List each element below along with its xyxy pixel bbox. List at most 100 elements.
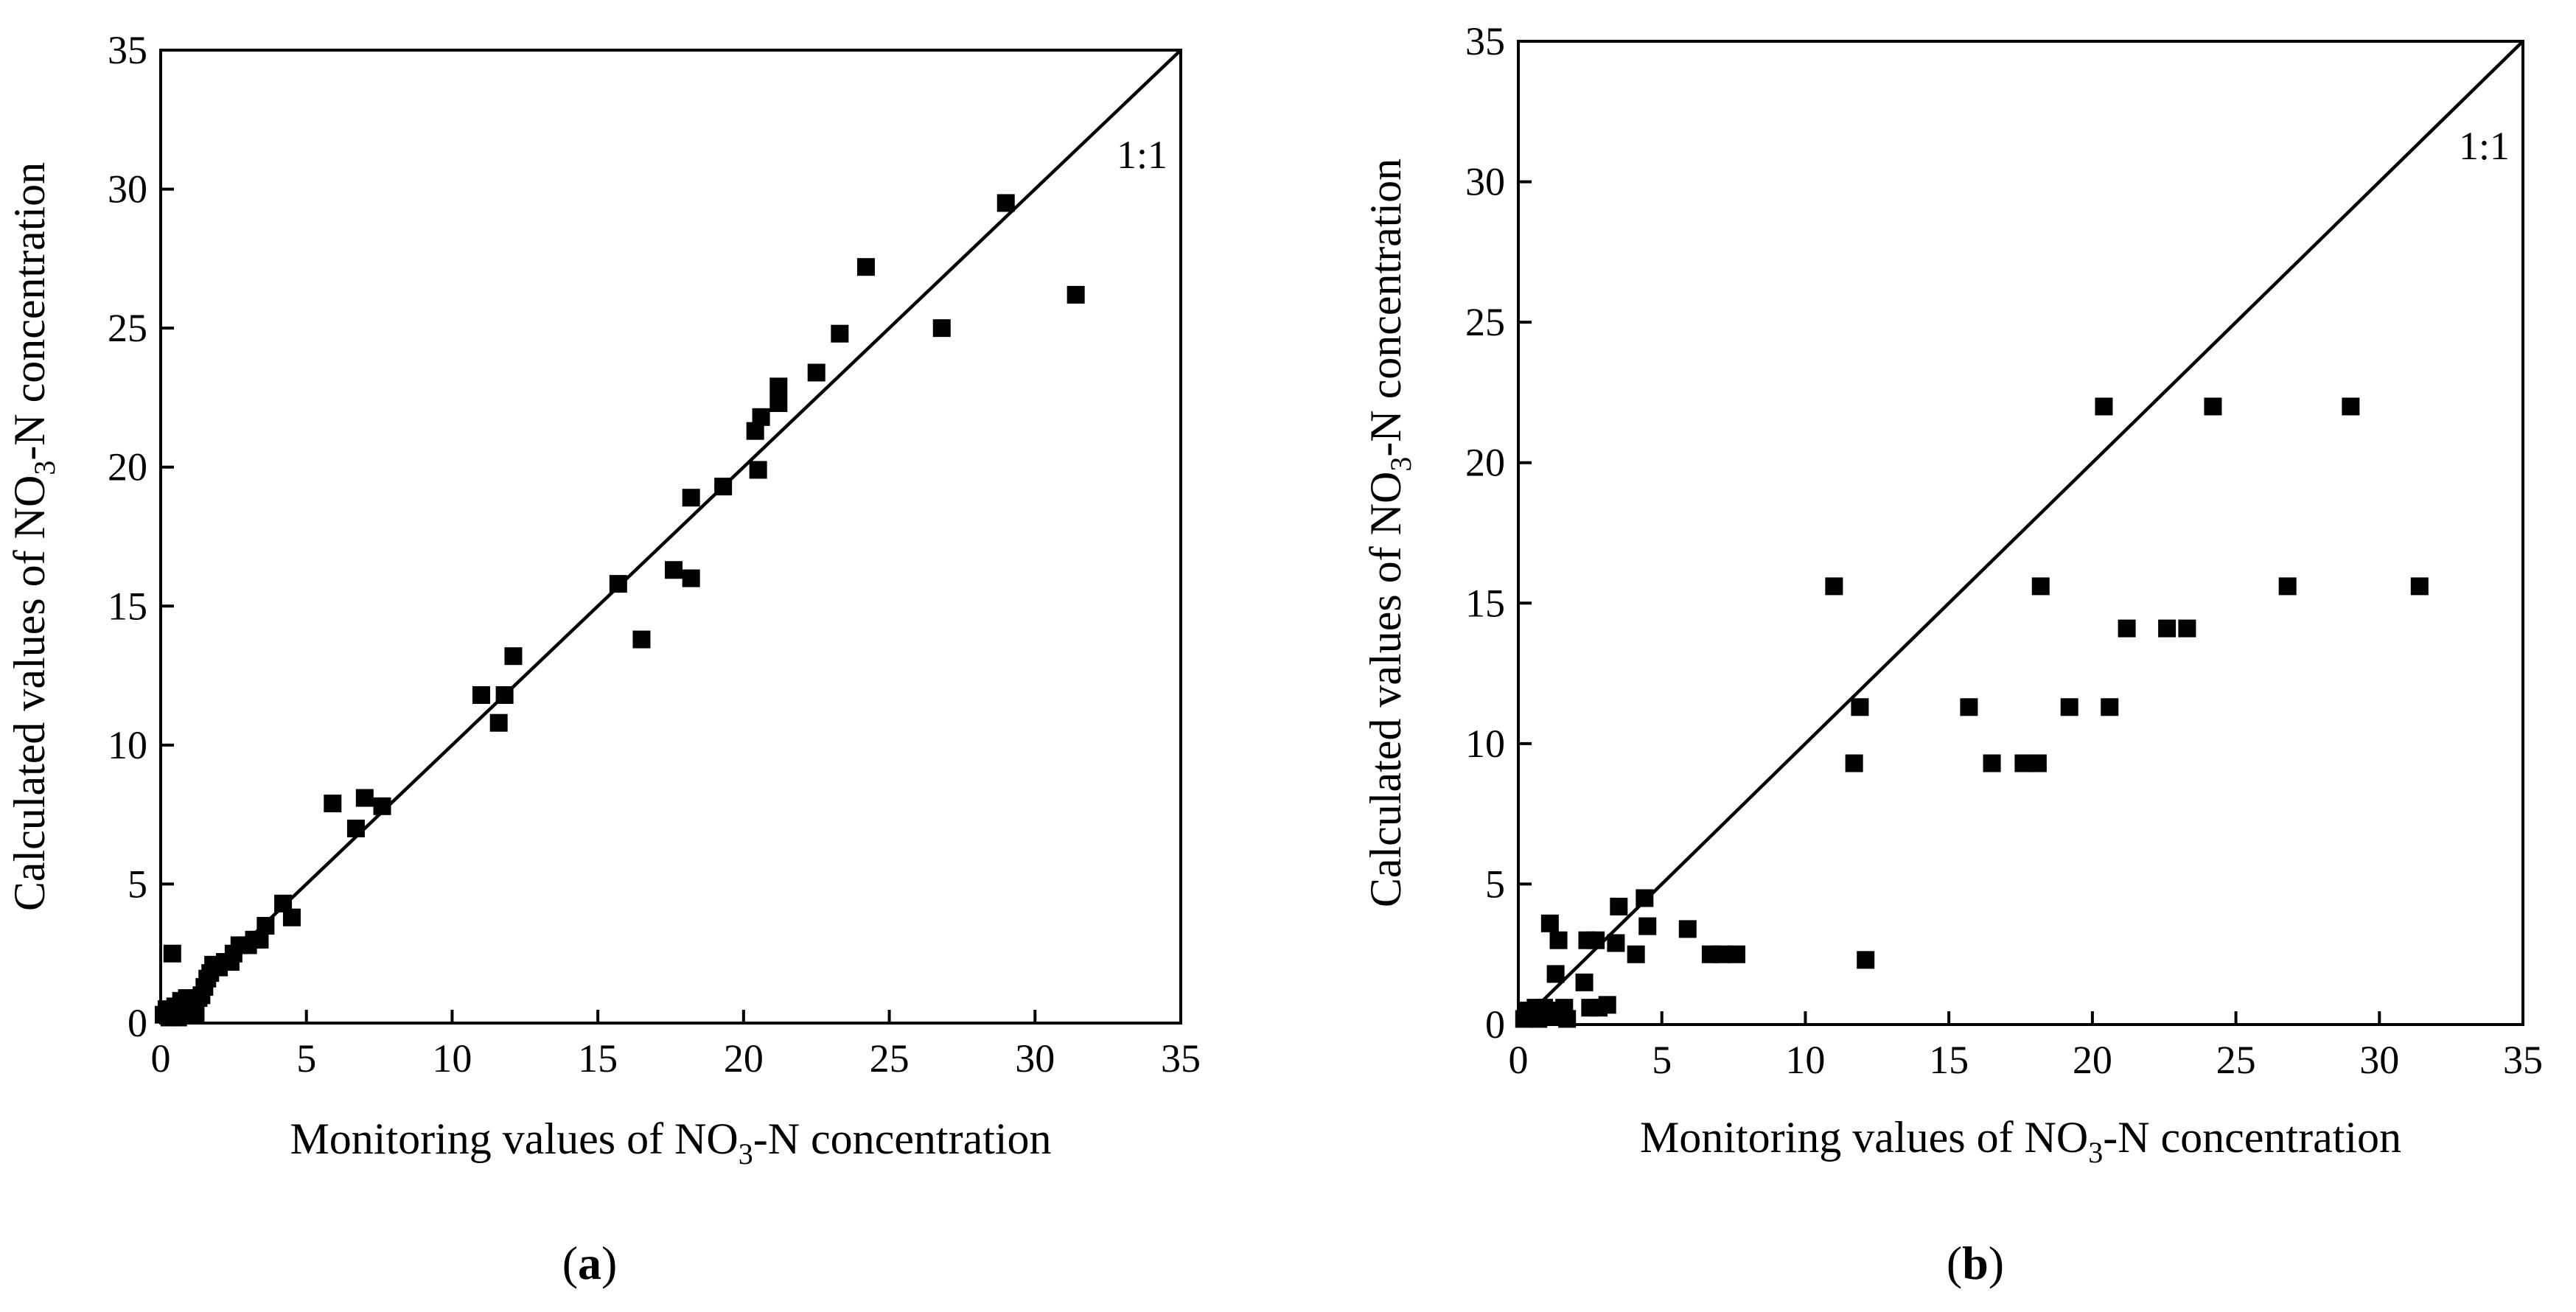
data-point [282,908,301,927]
data-point [472,685,490,704]
data-point [664,561,683,579]
y-tick-label: 30 [1465,160,1505,204]
y-tick-label: 5 [1485,862,1505,906]
data-point [856,258,875,276]
x-tick-label: 25 [2216,1038,2256,1082]
data-point [632,630,651,649]
panel-label: (a) [562,1237,618,1289]
y-tick-label: 25 [108,306,147,350]
data-point [1575,973,1594,991]
x-tick-label: 5 [1652,1038,1672,1082]
x-axis-title-subscript: 3 [739,1137,753,1170]
y-tick-label: 0 [128,1001,147,1045]
x-tick-label: 5 [296,1036,316,1081]
data-point [1845,754,1863,772]
data-point [1607,934,1625,952]
data-point [1636,889,1654,907]
chart-panel-b: 0 5 10 15 20 25 30 35 0 5 10 15 20 25 30 35 1:1 Monitorin… [1361,19,2543,1289]
data-point [1558,1010,1577,1028]
data-point [807,363,825,382]
data-point [1678,920,1697,938]
data-point [1540,914,1559,932]
data-point [2118,619,2136,638]
panel-label: (b) [1947,1237,2004,1289]
data-point [1546,965,1565,983]
data-point [1983,754,2001,772]
data-point [1627,945,1645,963]
data-point [186,1005,205,1024]
data-point [2410,577,2429,596]
x-tick-label: 30 [2359,1038,2399,1082]
y-axis-title-part-1: Calculated values of NO [5,475,54,911]
data-point [769,377,788,396]
data-point [932,319,951,338]
y-axis-title-part-3: -N concentration [1361,158,1410,457]
data-point [489,713,508,732]
data-point [2101,698,2119,716]
data-point [1960,698,1978,716]
data-point [504,647,523,666]
x-axis-title-subscript: 3 [2088,1136,2103,1169]
data-point [2031,577,2050,596]
panel-label-close-paren: ) [1989,1237,2004,1289]
data-point [1067,285,1085,304]
x-tick-label: 15 [578,1036,618,1081]
x-tick-label: 0 [1509,1038,1529,1082]
data-point [495,685,514,704]
y-tick-label: 10 [108,723,147,767]
data-point [1610,897,1628,915]
data-point [2204,397,2222,416]
y-tick-label: 5 [128,862,147,906]
data-point [2095,397,2113,416]
plot-frame [159,49,1182,1025]
y-tick-label: 35 [108,28,147,72]
data-point [769,394,788,412]
data-point [752,408,770,426]
data-point [2060,698,2078,716]
data-point [1727,945,1745,963]
data-point [324,795,342,813]
x-tick-label: 35 [1161,1036,1201,1081]
data-point [1587,931,1605,949]
y-tick-label: 35 [1465,19,1505,63]
data-point [1598,996,1616,1014]
data-point [256,917,275,935]
reference-line-label: 1:1 [2459,124,2510,168]
panel-label-letter: b [1962,1237,1989,1289]
data-point [2028,754,2047,772]
y-tick-label: 15 [1465,581,1505,625]
panel-label-open-paren: ( [1947,1237,1962,1289]
data-point [714,478,733,496]
x-axis-title-part-1: Monitoring values of NO [290,1114,738,1163]
y-tick-label: 10 [1465,722,1505,766]
reference-line-1-to-1 [159,49,1182,1025]
data-point [831,324,849,343]
x-tick-label: 20 [724,1036,764,1081]
data-point [1857,951,1875,969]
y-axis-title-subscript: 3 [1384,457,1417,472]
data-point [1549,931,1568,949]
panel-label-open-paren: ( [562,1237,578,1289]
data-point [355,789,374,807]
plot-frame [1517,40,2524,1026]
x-tick-label: 10 [1785,1038,1825,1082]
y-axis-title: Calculated values of NO3-N concentration [5,162,61,911]
x-tick-label: 10 [432,1036,472,1081]
data-point [163,944,181,963]
x-tick-label: 35 [2503,1038,2543,1082]
x-tick-label: 30 [1015,1036,1055,1081]
data-point [373,797,391,815]
x-tick-label: 25 [870,1036,910,1081]
y-axis-title: Calculated values of NO3-N concentration [1361,158,1417,907]
chart-panel-a: 0 5 10 15 20 25 30 35 0 5 10 15 20 25 30 35 1:1 Monitorin… [5,28,1201,1289]
panel-label-letter: a [578,1237,601,1289]
y-axis-title-subscript: 3 [28,461,61,475]
data-point [749,461,767,479]
y-tick-label: 0 [1485,1002,1505,1047]
data-point [1825,577,1843,596]
panel-label-close-paren: ) [601,1237,617,1289]
data-point [682,489,700,507]
data-point [2158,619,2177,638]
x-tick-label: 15 [1929,1038,1969,1082]
x-axis-title: Monitoring values of NO3-N concentration [1640,1113,2401,1169]
